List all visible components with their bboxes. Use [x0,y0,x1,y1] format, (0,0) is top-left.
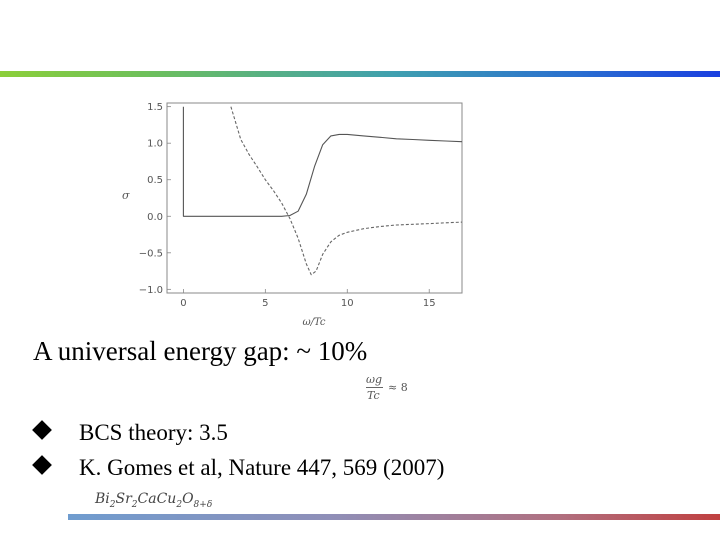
headline: A universal energy gap: ~ 10% [33,336,368,366]
top-accent-bar [0,71,720,77]
formula-fraction-line [366,387,383,388]
compound-formula: Bi2Sr2CaCu2O8+δ [95,491,212,510]
gap-ratio-formula: ωg Tc ≈ 8 [364,373,424,411]
x-axis-ticks: 0 5 10 15 [180,289,436,309]
conductivity-chart: −1.0 −0.5 0.0 0.5 1.0 1.5 0 5 10 15 σ ω/Tc [122,102,463,328]
x-tick-label: 0 [180,298,186,309]
bottom-accent-bar [68,514,720,520]
bullet-item-reference: K. Gomes et al, Nature 447, 569 (2007) [32,455,445,481]
y-tick-label: 1.0 [147,139,163,150]
series-line-dashed [230,106,463,276]
formula-relation: ≈ 8 [388,381,408,394]
y-axis-ticks: −1.0 −0.5 0.0 0.5 1.0 1.5 [139,102,171,296]
x-tick-label: 10 [341,298,354,309]
series-layer [182,106,463,276]
bullet-text: K. Gomes et al, Nature 447, 569 (2007) [79,455,445,480]
x-tick-label: 5 [262,298,268,309]
formula-numerator: ωg [366,373,383,386]
y-tick-label: 0.5 [147,175,163,186]
diamond-bullet-icon [32,420,52,440]
y-axis-label: σ [122,189,130,202]
formula-denominator: Tc [367,389,380,402]
x-axis-label: ω/Tc [302,317,325,328]
y-tick-label: −1.0 [139,285,163,296]
y-tick-label: −0.5 [139,248,163,259]
y-tick-label: 1.5 [147,102,163,113]
bullet-text: BCS theory: 3.5 [79,420,228,445]
diamond-bullet-icon [32,455,52,475]
x-tick-label: 15 [423,298,436,309]
plot-frame [166,102,463,294]
series-line-solid [182,106,463,217]
bullet-item-bcs: BCS theory: 3.5 [32,420,228,446]
compound-text: Bi2Sr2CaCu2O8+δ [95,491,213,510]
y-tick-label: 0.0 [147,212,163,223]
